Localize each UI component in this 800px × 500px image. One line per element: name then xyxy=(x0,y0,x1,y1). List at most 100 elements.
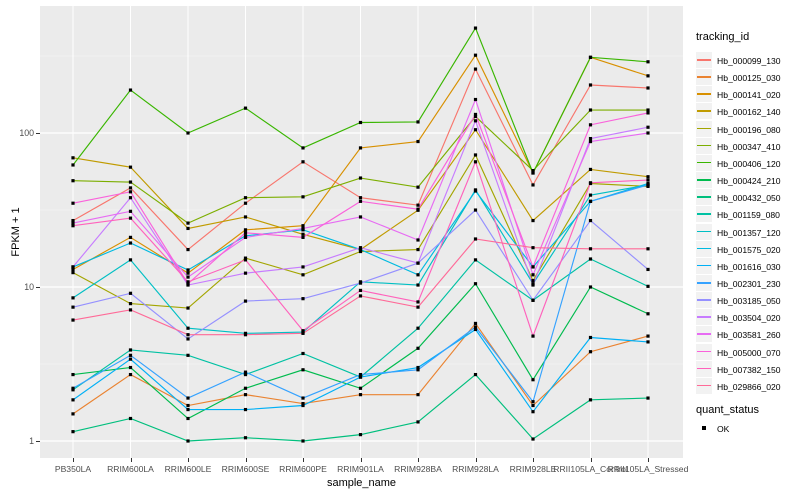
data-point xyxy=(416,273,420,277)
x-tick-label-RRIM600LA: RRIM600LA xyxy=(107,464,154,474)
legend-key-swatch xyxy=(696,343,712,360)
legend-key-line xyxy=(697,230,711,233)
data-point xyxy=(473,67,478,71)
data-point xyxy=(416,420,420,424)
data-point xyxy=(243,370,248,374)
data-point xyxy=(186,226,190,231)
data-point xyxy=(646,175,650,179)
x-tick-mark xyxy=(648,458,649,462)
x-tick-mark xyxy=(73,458,74,462)
legend-label: Hb_003504_020 xyxy=(717,313,781,324)
data-point xyxy=(243,215,248,219)
y-tick-mark xyxy=(36,440,40,442)
data-point xyxy=(301,265,305,269)
legend-label: Hb_003185_050 xyxy=(717,296,781,307)
legend-label: Hb_000125_030 xyxy=(717,73,781,84)
legend-key-line xyxy=(697,144,711,147)
data-point xyxy=(128,209,133,213)
data-point xyxy=(646,60,650,64)
legend-title-tracking-id: tracking_id xyxy=(696,31,750,43)
data-point xyxy=(358,196,363,200)
data-point xyxy=(473,321,478,326)
legend-key-line xyxy=(697,161,711,164)
data-point xyxy=(531,283,535,287)
data-point xyxy=(301,351,305,356)
data-point xyxy=(358,433,363,437)
data-point xyxy=(301,160,305,164)
data-point xyxy=(473,153,478,157)
data-point xyxy=(416,139,420,144)
legend-label: Hb_000196_080 xyxy=(717,124,781,135)
data-point xyxy=(531,171,535,175)
y-tick-label: 100 xyxy=(19,128,34,138)
data-point xyxy=(186,407,190,412)
data-point xyxy=(301,235,305,239)
legend-label: Hb_001159_080 xyxy=(717,210,780,221)
x-tick-mark xyxy=(303,458,304,462)
data-point xyxy=(531,168,535,173)
data-point xyxy=(358,249,363,254)
data-point xyxy=(301,403,305,408)
data-point xyxy=(646,111,650,115)
data-point xyxy=(243,271,248,275)
data-point xyxy=(128,165,133,169)
data-point xyxy=(531,265,535,269)
data-point xyxy=(358,120,363,125)
data-point xyxy=(473,114,478,119)
plot-canvas xyxy=(40,6,683,458)
data-point xyxy=(358,146,363,150)
data-point xyxy=(186,396,190,400)
data-point xyxy=(358,246,363,250)
data-point xyxy=(301,368,305,372)
x-tick-mark xyxy=(418,458,419,462)
x-tick-label-RRIM928LA: RRIM928LA xyxy=(452,464,499,474)
x-tick-mark xyxy=(533,458,534,462)
legend-label: Hb_000424_210 xyxy=(717,176,781,187)
data-point xyxy=(588,136,593,141)
legend-label: Hb_001616_030 xyxy=(717,261,781,272)
data-point xyxy=(71,296,75,300)
legend-key-swatch xyxy=(696,292,712,309)
data-point xyxy=(416,305,420,309)
data-point xyxy=(358,199,363,203)
legend-key-line xyxy=(697,350,711,353)
data-point xyxy=(301,226,305,231)
x-tick-mark xyxy=(360,458,362,462)
data-point xyxy=(646,334,650,338)
legend-key-line xyxy=(697,196,711,198)
data-point xyxy=(71,267,75,272)
legend-title-quant-status: quant_status xyxy=(696,404,759,416)
legend-key-swatch xyxy=(696,257,712,274)
data-point xyxy=(243,106,248,110)
legend-key-swatch xyxy=(696,360,712,377)
data-point xyxy=(128,186,133,190)
x-tick-mark xyxy=(130,458,132,462)
data-point xyxy=(358,375,363,379)
data-point xyxy=(243,333,248,337)
data-point xyxy=(301,232,305,236)
data-point xyxy=(531,403,535,408)
data-point xyxy=(531,183,535,187)
data-point xyxy=(588,218,593,223)
data-point xyxy=(128,357,133,361)
data-point xyxy=(186,403,190,408)
data-point xyxy=(588,350,593,354)
data-point xyxy=(186,131,190,135)
legend-label: Hb_005000_070 xyxy=(717,347,781,358)
data-point xyxy=(71,201,75,205)
data-point xyxy=(71,398,75,402)
data-point xyxy=(186,439,190,443)
data-point xyxy=(646,396,650,400)
data-point xyxy=(186,353,190,357)
data-point xyxy=(243,386,248,390)
data-point xyxy=(186,221,190,225)
data-point xyxy=(243,235,248,239)
data-point xyxy=(588,123,593,127)
data-point xyxy=(646,125,650,129)
data-point xyxy=(473,258,478,262)
data-point xyxy=(531,298,535,302)
x-tick-label-RRIM901LA: RRIM901LA xyxy=(337,464,384,474)
data-point xyxy=(301,439,305,443)
y-tick-mark xyxy=(36,286,40,288)
data-point xyxy=(646,183,650,187)
